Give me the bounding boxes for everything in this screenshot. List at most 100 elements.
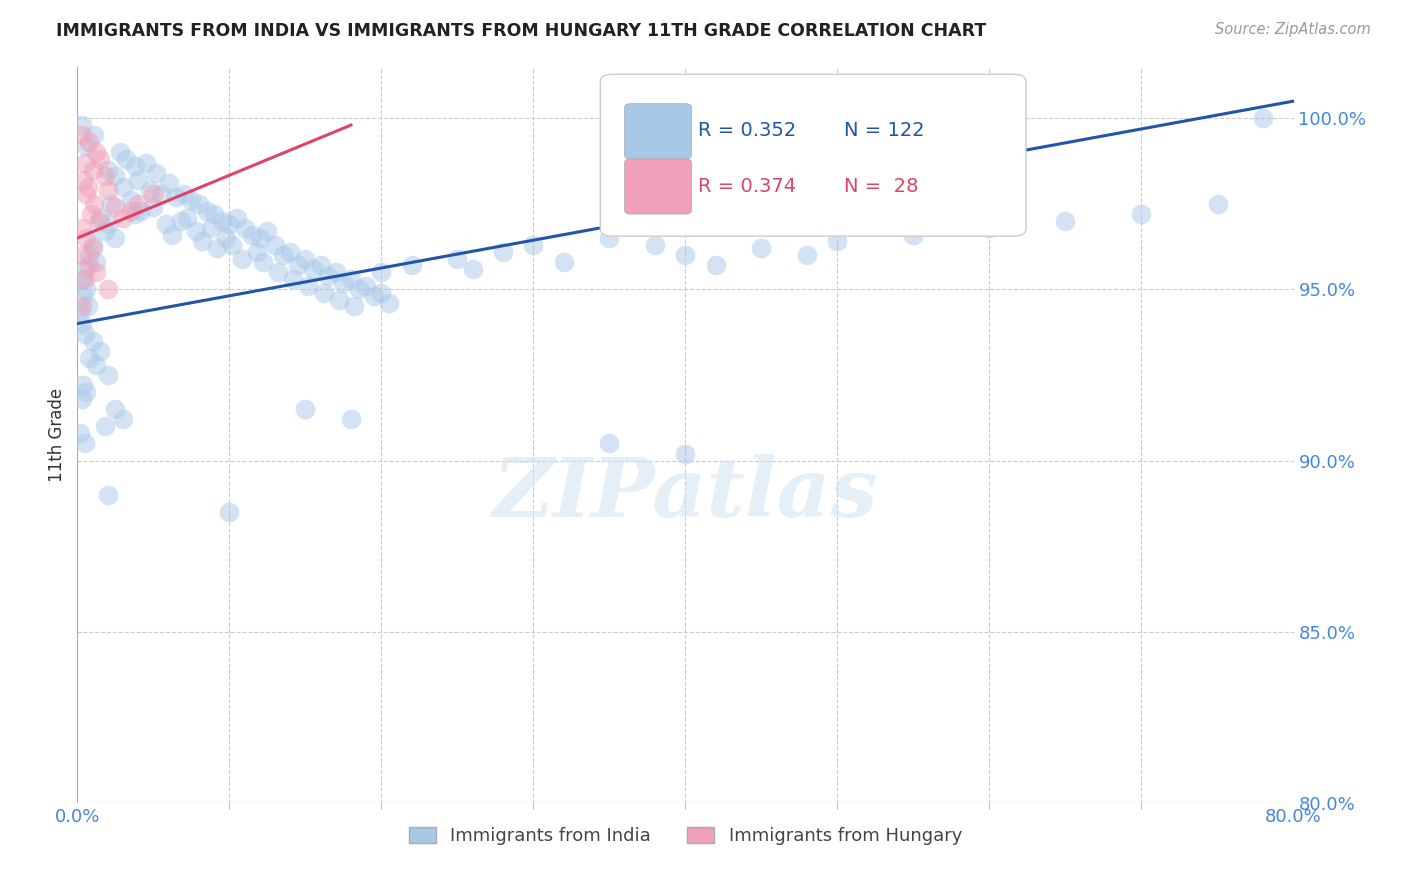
Point — [127, 196, 149, 211]
Point — [73, 436, 96, 450]
Point — [97, 368, 120, 382]
FancyBboxPatch shape — [624, 159, 692, 214]
Point — [72, 289, 94, 303]
Point — [139, 183, 162, 197]
Point — [100, 196, 122, 211]
Point — [70, 392, 93, 406]
Point — [378, 296, 401, 310]
Point — [287, 259, 309, 273]
Point — [104, 200, 127, 214]
Point — [120, 194, 142, 208]
Point — [69, 426, 91, 441]
Point — [142, 186, 165, 201]
Point — [75, 231, 97, 245]
Point — [89, 343, 111, 358]
Point — [83, 196, 105, 211]
Point — [370, 265, 392, 279]
Point — [73, 261, 96, 276]
Point — [215, 231, 238, 245]
FancyBboxPatch shape — [624, 103, 692, 159]
Point — [84, 145, 107, 160]
Point — [644, 238, 666, 252]
Point — [492, 244, 515, 259]
Text: R = 0.374: R = 0.374 — [697, 177, 796, 195]
Point — [195, 203, 218, 218]
Point — [165, 190, 187, 204]
Point — [120, 203, 142, 218]
Point — [80, 207, 103, 221]
Point — [72, 173, 94, 187]
Point — [135, 155, 157, 169]
Point — [200, 220, 222, 235]
Point — [226, 211, 249, 225]
Point — [675, 248, 697, 262]
Point — [79, 259, 101, 273]
Point — [249, 231, 271, 245]
Point — [1251, 112, 1274, 126]
Point — [675, 447, 697, 461]
Point — [129, 203, 152, 218]
Point — [108, 145, 131, 160]
Point — [77, 300, 100, 314]
Text: N =  28: N = 28 — [844, 177, 918, 195]
Point — [264, 238, 287, 252]
Point — [104, 231, 127, 245]
Point — [93, 224, 115, 238]
Point — [553, 255, 575, 269]
Point — [751, 241, 773, 255]
Point — [115, 153, 138, 167]
Point — [155, 218, 177, 232]
Point — [340, 272, 363, 286]
Point — [246, 244, 269, 259]
Point — [89, 153, 111, 167]
Point — [340, 412, 363, 426]
Point — [903, 227, 925, 242]
Point — [73, 272, 96, 286]
Point — [84, 265, 107, 279]
Text: ZIPatlas: ZIPatlas — [492, 454, 879, 533]
Point — [309, 259, 332, 273]
Point — [704, 259, 727, 273]
Point — [297, 279, 319, 293]
Point — [97, 282, 120, 296]
Point — [70, 118, 93, 132]
Point — [89, 211, 111, 225]
Point — [97, 162, 120, 177]
Point — [827, 235, 849, 249]
Point — [312, 285, 335, 300]
Point — [302, 261, 325, 276]
Point — [202, 207, 225, 221]
Point — [87, 214, 110, 228]
Point — [79, 351, 101, 365]
Point — [73, 326, 96, 341]
Point — [104, 402, 127, 417]
Point — [70, 128, 93, 143]
FancyBboxPatch shape — [600, 74, 1026, 236]
Point — [252, 255, 274, 269]
Point — [221, 238, 243, 252]
Point — [256, 224, 278, 238]
Point — [97, 183, 120, 197]
Point — [370, 285, 392, 300]
Point — [325, 265, 347, 279]
Point — [176, 211, 198, 225]
Point — [93, 169, 115, 184]
Point — [188, 196, 211, 211]
Point — [461, 261, 484, 276]
Point — [332, 276, 354, 290]
Point — [127, 173, 149, 187]
Point — [111, 412, 134, 426]
Point — [145, 166, 167, 180]
Point — [77, 179, 100, 194]
Legend: Immigrants from India, Immigrants from Hungary: Immigrants from India, Immigrants from H… — [402, 820, 969, 853]
Point — [160, 227, 183, 242]
Point — [124, 207, 146, 221]
Point — [79, 248, 101, 262]
Point — [75, 282, 97, 296]
Point — [328, 293, 350, 307]
Point — [72, 378, 94, 392]
Point — [205, 241, 228, 255]
Point — [267, 265, 290, 279]
Point — [97, 218, 120, 232]
Point — [343, 300, 366, 314]
